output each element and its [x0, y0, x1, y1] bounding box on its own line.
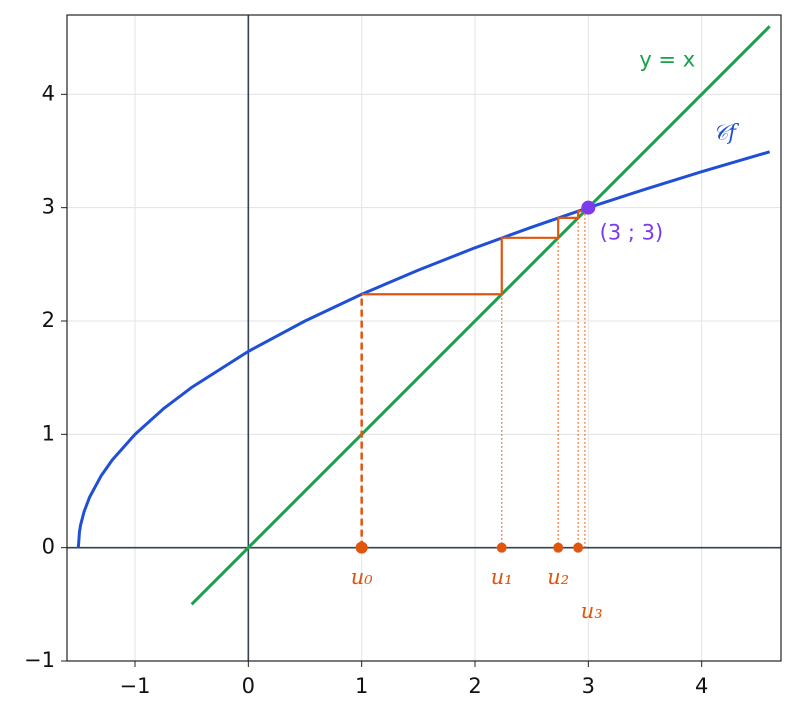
y-tick-label: 2	[42, 308, 55, 332]
point	[573, 542, 584, 553]
point-label: u₁	[491, 565, 513, 589]
series-line	[76, 150, 771, 548]
point	[553, 542, 564, 553]
x-tick-label: 0	[242, 674, 255, 698]
x-tick-label: −1	[120, 674, 151, 698]
y-tick-label: 1	[42, 421, 55, 445]
series-line	[501, 211, 586, 548]
y-tick-label: 3	[42, 195, 55, 219]
x-tick-label: 1	[355, 674, 368, 698]
plot-frame	[66, 14, 782, 662]
series-label: 𝒞f	[713, 121, 739, 145]
point-label: u₃	[581, 599, 603, 623]
point	[355, 541, 368, 554]
point	[581, 200, 596, 215]
point	[496, 542, 507, 553]
x-tick-label: 2	[468, 674, 481, 698]
y-tick-label: 4	[42, 81, 55, 105]
point-label: u₂	[547, 565, 569, 589]
point-label: (3 ; 3)	[600, 221, 664, 245]
series-line	[190, 25, 771, 606]
y-tick-label: −1	[24, 648, 55, 672]
series-label: y = x	[639, 47, 695, 71]
x-tick-label: 4	[695, 674, 708, 698]
x-tick-label: 3	[582, 674, 595, 698]
y-tick-label: 0	[42, 535, 55, 559]
point-label: u₀	[351, 565, 374, 589]
series-line	[361, 209, 585, 296]
